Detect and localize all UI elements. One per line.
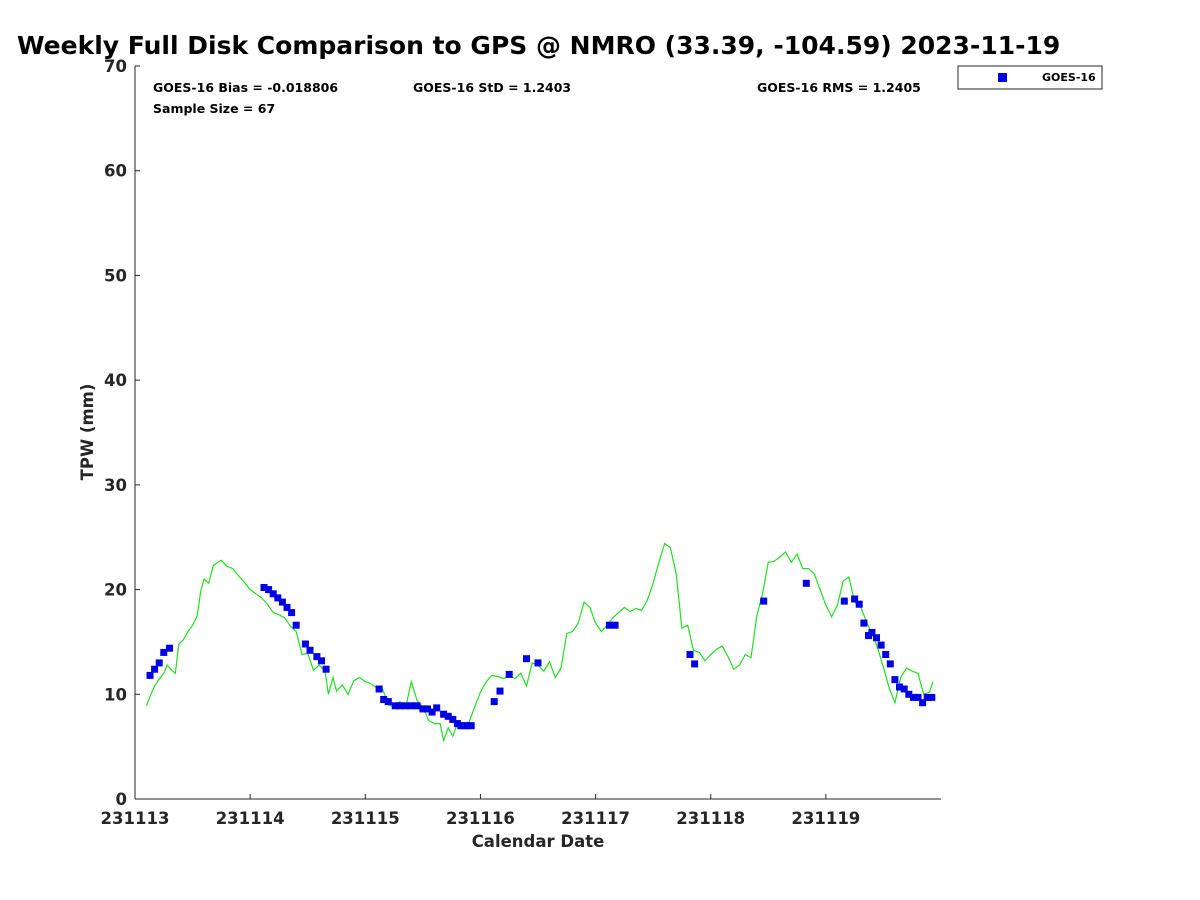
goes-16-point <box>283 603 291 611</box>
goes-16-point <box>288 609 296 617</box>
goes-16-point <box>851 595 859 603</box>
goes-16-point <box>160 648 168 656</box>
goes-16-point <box>686 651 694 658</box>
goes-16-point <box>523 655 530 663</box>
goes-16-point <box>760 597 768 605</box>
goes-16-point <box>146 671 154 679</box>
goes-16-point <box>611 621 619 629</box>
goes-16-point <box>490 698 498 706</box>
goes-16-point <box>840 597 848 605</box>
y-tick-label: 70 <box>104 57 127 76</box>
y-axis-ticks: 0 10 20 30 40 50 60 70 <box>104 57 140 809</box>
goes-16-point <box>605 621 613 629</box>
y-tick-label: 30 <box>104 476 127 495</box>
rms-annotation: GOES-16 RMS = 1.2405 <box>757 80 921 95</box>
y-tick-label: 60 <box>104 162 127 181</box>
stats-annotations: GOES-16 Bias = -0.018806 GOES-16 StD = 1… <box>153 80 921 116</box>
goes-16-point <box>891 676 899 684</box>
legend: GOES-16 <box>957 65 1103 90</box>
goes-16-point <box>877 641 885 649</box>
goes-16-point <box>496 687 504 695</box>
goes-16-point <box>155 659 163 667</box>
y-tick-label: 40 <box>104 371 127 390</box>
legend-marker-goes-16 <box>998 73 1007 82</box>
goes-16-point <box>534 659 542 667</box>
goes-16-point <box>923 693 931 701</box>
goes-16-point <box>301 640 309 648</box>
goes-16-point <box>449 715 457 723</box>
bias-annotation: GOES-16 Bias = -0.018806 <box>153 80 338 95</box>
y-tick-label: 20 <box>104 581 127 600</box>
goes-16-point <box>265 586 273 594</box>
y-axis-label: TPW (mm) <box>78 384 97 481</box>
goes-16-point <box>919 699 927 707</box>
legend-box <box>957 65 1103 90</box>
y-tick-label: 0 <box>116 790 127 809</box>
goes-16-point <box>424 705 431 713</box>
goes-16-point <box>407 702 415 710</box>
goes-16-point <box>909 693 917 701</box>
goes-16-point <box>444 712 452 720</box>
goes-16-point <box>882 651 890 658</box>
goes-16-point <box>467 722 475 730</box>
x-axis-ticks: 231113 231114 231115 231116 231117 231118 2311… <box>101 794 860 828</box>
goes-16-point <box>384 698 392 706</box>
goes-16-point <box>269 590 277 598</box>
sample-size-annotation: Sample Size = 67 <box>153 101 275 116</box>
gps-reference-line <box>145 542 934 743</box>
goes-16-point <box>868 629 876 636</box>
y-tick-label: 10 <box>104 685 127 704</box>
x-tick-label: 231119 <box>791 809 860 828</box>
chart-title: Weekly Full Disk Comparison to GPS @ NMR… <box>17 31 1060 60</box>
goes-16-point <box>802 579 810 587</box>
goes-16-point <box>855 600 863 608</box>
goes-16-point <box>151 665 159 673</box>
goes-16-point <box>375 685 383 693</box>
goes-16-point <box>440 710 448 718</box>
goes-16-point <box>860 619 868 627</box>
goes-16-point <box>274 594 282 602</box>
std-annotation: GOES-16 StD = 1.2403 <box>413 80 571 95</box>
goes-16-point <box>318 657 325 665</box>
goes-16-point <box>391 702 399 710</box>
goes-16-point <box>691 660 699 668</box>
goes-16-markers <box>146 579 936 730</box>
goes-16-point <box>900 685 908 693</box>
goes-16-point <box>505 670 513 678</box>
goes-16-point <box>428 708 436 716</box>
goes-16-point <box>313 653 321 661</box>
goes-16-point <box>306 646 314 654</box>
x-tick-label: 231115 <box>331 809 400 828</box>
x-axis-label: Calendar Date <box>472 832 605 851</box>
x-tick-label: 231114 <box>216 809 285 828</box>
goes-16-point <box>380 696 388 703</box>
goes-16-point <box>413 702 421 710</box>
y-tick-label: 50 <box>104 266 127 285</box>
goes-16-point <box>292 621 300 629</box>
goes-16-point <box>419 705 427 713</box>
goes-16-point <box>322 665 330 673</box>
x-tick-label: 231118 <box>676 809 745 828</box>
goes-16-point <box>914 693 922 701</box>
goes-16-point <box>402 702 410 710</box>
goes-16-point <box>928 693 936 701</box>
goes-16-point <box>433 704 441 712</box>
goes-16-point <box>873 634 880 642</box>
x-tick-label: 231116 <box>446 809 515 828</box>
goes-16-point <box>396 702 404 710</box>
goes-16-point <box>260 584 268 591</box>
goes-16-point <box>905 690 913 698</box>
goes-16-point <box>166 644 173 652</box>
legend-label-goes-16: GOES-16 <box>1042 71 1096 84</box>
x-tick-label: 231117 <box>561 809 630 828</box>
goes-16-point <box>278 598 286 606</box>
x-tick-label: 231113 <box>101 809 170 828</box>
goes-16-point <box>896 683 903 691</box>
goes-16-point <box>886 660 894 668</box>
